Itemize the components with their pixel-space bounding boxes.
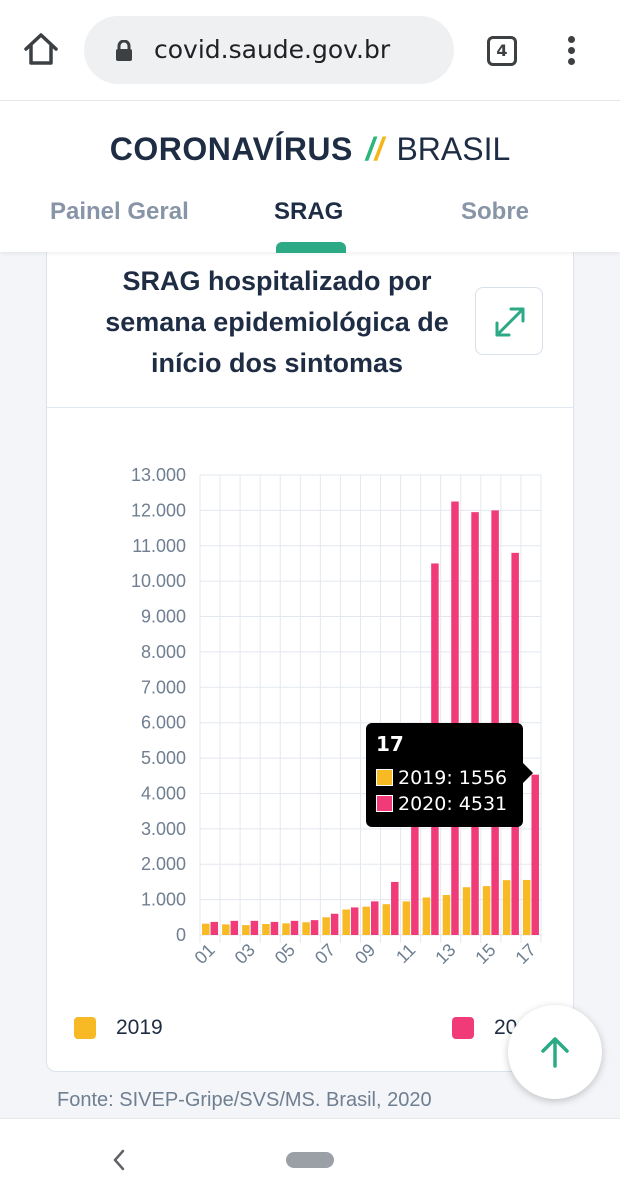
source-note: Fonte: SIVEP-Gripe/SVS/MS. Brasil, 2020 — [57, 1089, 432, 1111]
tooltip-swatch-2020 — [376, 795, 393, 812]
chart-title-line-1: SRAG hospitalizado por — [122, 266, 432, 296]
scroll-to-top-button[interactable] — [508, 1005, 602, 1099]
tooltip-title: 17 — [376, 732, 404, 756]
tooltip-value-2019: 2019: 1556 — [398, 767, 508, 789]
tab-sobre[interactable]: Sobre — [461, 198, 530, 225]
home-gesture-pill[interactable] — [286, 1152, 334, 1168]
site-logo[interactable]: CORONAVÍRUS // BRASIL — [0, 131, 620, 168]
tooltip-row-2019: 2019: 1556 — [376, 767, 507, 789]
kebab-menu-icon[interactable] — [562, 36, 580, 66]
legend-item-2019[interactable]: 2019 — [74, 1016, 163, 1040]
system-navigation-bar — [0, 1118, 620, 1200]
url-text: covid.saude.gov.br — [154, 35, 391, 64]
card-divider — [47, 407, 573, 408]
chart-card: SRAG hospitalizado por semana epidemioló… — [46, 230, 574, 1072]
legend-swatch-2019 — [74, 1017, 96, 1040]
tab-painel-geral[interactable]: Painel Geral — [50, 198, 189, 225]
home-icon[interactable] — [22, 30, 60, 68]
lock-icon — [114, 39, 134, 61]
legend-swatch-2020 — [452, 1017, 474, 1040]
tooltip-value-2020: 2020: 4531 — [398, 793, 508, 815]
chart-title: SRAG hospitalizado por semana epidemioló… — [77, 261, 477, 384]
tab-count-button[interactable]: 4 — [487, 36, 517, 66]
address-bar[interactable]: covid.saude.gov.br — [84, 16, 454, 84]
chart-title-line-3: início dos sintomas — [150, 348, 404, 378]
chart-title-line-2: semana epidemiológica de — [105, 307, 449, 337]
logo-slash: // — [365, 131, 384, 167]
logo-main-text: CORONAVÍRUS — [109, 131, 353, 167]
browser-toolbar: covid.saude.gov.br 4 — [0, 0, 620, 100]
tooltip-swatch-2019 — [376, 769, 393, 786]
expand-button[interactable] — [475, 287, 543, 355]
logo-sub-text: BRASIL — [396, 131, 511, 167]
arrow-up-icon — [541, 1037, 569, 1068]
legend-item-2020[interactable]: 20 — [452, 1016, 517, 1040]
chart-tooltip: 17 2019: 1556 2020: 4531 — [366, 723, 533, 827]
expand-icon — [495, 307, 525, 337]
active-tab-indicator — [276, 242, 346, 253]
tooltip-row-2020: 2020: 4531 — [376, 793, 507, 815]
site-header: CORONAVÍRUS // BRASIL Painel Geral SRAG … — [0, 100, 620, 253]
back-icon[interactable] — [108, 1147, 130, 1178]
legend-label-2019: 2019 — [116, 1016, 163, 1039]
tab-srag[interactable]: SRAG — [274, 198, 344, 225]
